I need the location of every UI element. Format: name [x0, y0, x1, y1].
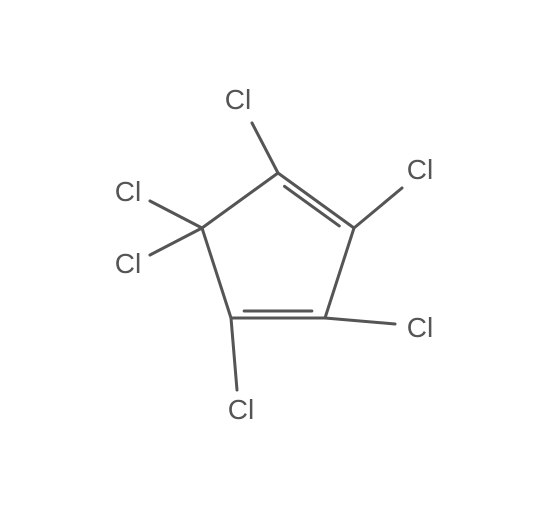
atom-label-cl: Cl: [115, 248, 141, 280]
atom-label-cl: Cl: [225, 84, 251, 116]
atom-label-cl: Cl: [407, 154, 433, 186]
atom-label-cl: Cl: [228, 394, 254, 426]
molecule-canvas: Cl Cl Cl Cl Cl Cl: [0, 0, 550, 521]
atom-label-cl: Cl: [115, 176, 141, 208]
bond-layer: [0, 0, 550, 521]
atom-label-cl: Cl: [407, 312, 433, 344]
